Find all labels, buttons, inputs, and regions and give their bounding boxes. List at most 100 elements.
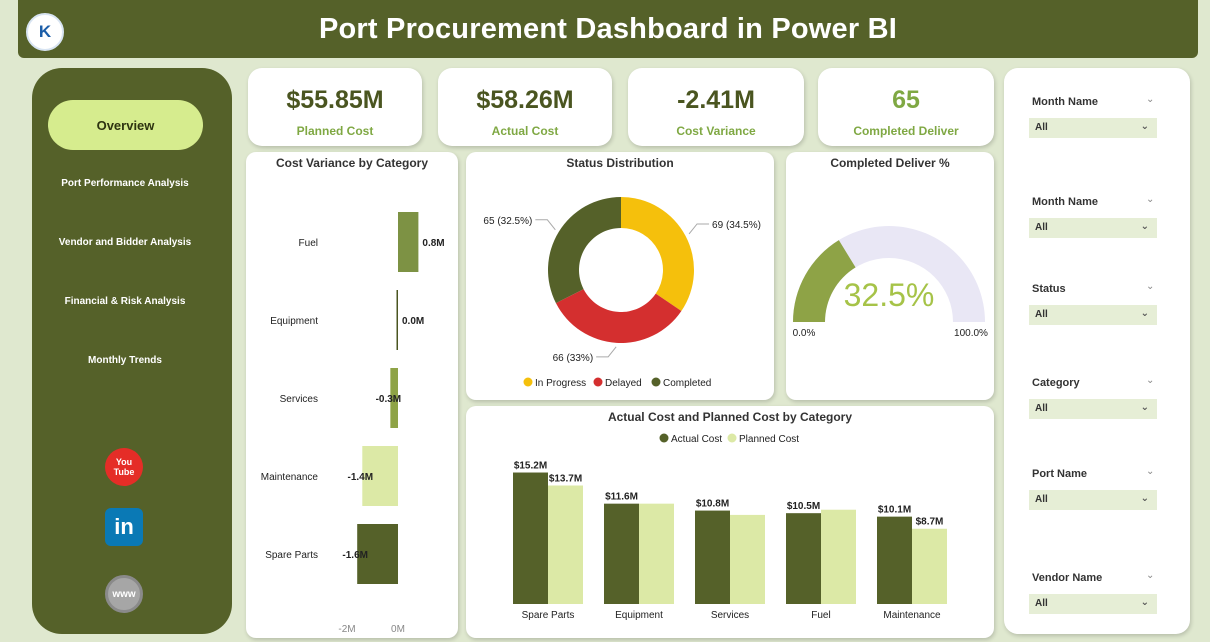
bar-value-label: $10.5M [787,501,820,512]
page-title: Port Procurement Dashboard in Power BI [318,12,898,45]
status-distribution-panel: Status Distribution 69 (34.5%) 66 (33%) 65… [466,152,774,400]
variance-bar [396,290,398,350]
filter-label: Port Name [1032,468,1088,480]
chevron-down-icon[interactable]: ⌄ [1146,466,1155,477]
legend-marker [523,377,533,387]
legend-marker [659,433,669,443]
cost-bar [548,485,583,604]
kpi-label: Completed Deliver [853,124,959,138]
actual-planned-chart-panel: Actual Cost and Planned Cost by Category… [466,406,994,638]
variance-bar [362,446,398,506]
filter-label: Month Name [1032,96,1098,108]
slice-label: 65 (32.5%) [483,216,532,227]
chart-title: Cost Variance by Category [275,156,429,170]
cost-bar [639,503,674,604]
gauge-max-label: 100.0% [954,328,988,339]
cost-bar [513,472,548,604]
cost-bar [604,503,639,604]
category-label: Equipment [615,610,663,621]
filter-label: Category [1032,377,1080,389]
bar-value-label: $13.7M [549,473,582,484]
legend-label: Actual Cost [671,434,722,445]
legend-marker [727,433,737,443]
variance-value-label: 0.0M [402,316,424,327]
filter-category-select[interactable]: All ⌄ [1029,399,1157,419]
chevron-down-icon[interactable]: ⌄ [1146,570,1155,581]
cost-bar [786,513,821,604]
filter-label: Month Name [1032,196,1098,208]
gauge-value-label: 32.5% [844,277,935,313]
x-tick-label: 0M [391,624,405,635]
legend-label: In Progress [535,378,586,389]
kpi-value: -2.41M [677,86,755,114]
category-label: Spare Parts [265,550,318,561]
variance-value-label: -1.4M [348,472,374,483]
cost-bar [912,528,947,604]
chevron-down-icon[interactable]: ⌄ [1146,375,1155,386]
bar-value-label: $8.7M [916,517,944,528]
website-icon[interactable]: www [105,575,143,613]
header-bar: K Port Procurement Dashboard in Power BI [18,0,1198,58]
chevron-down-icon: ⌄ [1140,402,1149,413]
category-label: Maintenance [261,472,319,483]
filter-vendor-select[interactable]: All ⌄ [1029,594,1157,614]
chevron-down-icon[interactable]: ⌄ [1146,281,1155,292]
cost-bar [695,510,730,604]
chevron-down-icon: ⌄ [1140,221,1149,232]
completed-gauge: 32.5% 0.0% 100.0% [793,226,988,339]
variance-bar [390,368,398,428]
filter-panel: Month Name ⌄ All ⌄ Month Name ⌄ All ⌄ Stat… [1004,68,1190,634]
chevron-down-icon: ⌄ [1140,493,1149,504]
donut-slice [555,289,682,344]
category-label: Services [280,394,318,405]
cost-bar [730,514,765,604]
variance-value-label: -1.6M [342,550,368,561]
chart-title: Completed Deliver % [830,156,950,170]
chevron-down-icon: ⌄ [1140,597,1149,608]
legend-marker [593,377,603,387]
donut-slice [621,197,694,312]
variance-value-label: -0.3M [376,394,402,405]
youtube-icon[interactable]: You Tube [105,448,143,486]
kpi-label: Actual Cost [491,124,559,138]
leader-line [688,223,710,235]
nav-overview-button[interactable]: Overview [48,100,203,150]
nav-financial-risk[interactable]: Financial & Risk Analysis [64,296,186,307]
nav-vendor-bidder[interactable]: Vendor and Bidder Analysis [58,237,192,248]
category-label: Spare Parts [522,610,575,621]
chevron-down-icon: ⌄ [1140,121,1149,132]
cost-variance-chart-panel: Cost Variance by Category Fuel 0.8M Equipm… [246,152,458,638]
cost-bar [877,516,912,604]
slice-label: 66 (33%) [553,353,594,364]
gauge-fill [793,240,856,322]
completed-deliver-gauge-panel: Completed Deliver % 32.5% 0.0% 100.0% [786,152,994,400]
filter-status-select[interactable]: All ⌄ [1029,305,1157,325]
category-label: Services [711,610,749,621]
donut-slice [548,197,621,304]
filter-month-select-2[interactable]: All ⌄ [1029,218,1157,238]
bar-value-label: $10.1M [878,505,911,516]
gauge-min-label: 0.0% [793,328,816,339]
category-label: Fuel [299,238,318,249]
nav-monthly-trends[interactable]: Monthly Trends [88,355,162,366]
filter-port-select[interactable]: All ⌄ [1029,490,1157,510]
logo: K [26,13,64,51]
chevron-down-icon: ⌄ [1140,308,1149,319]
legend-marker [651,377,661,387]
leader-line [535,219,556,231]
cost-bar [821,509,856,604]
bar-value-label: $10.8M [696,499,729,510]
kpi-label: Planned Cost [296,124,374,138]
kpi-value: 65 [892,86,920,114]
logo-text: K [38,22,52,41]
kpi-cost-variance: -2.41M Cost Variance [628,68,804,146]
linkedin-icon[interactable]: in [105,508,143,546]
category-label: Equipment [270,316,318,327]
nav-port-performance[interactable]: Port Performance Analysis [61,178,189,189]
variance-value-label: 0.8M [422,238,444,249]
chevron-down-icon[interactable]: ⌄ [1146,194,1155,205]
filter-month-select[interactable]: All ⌄ [1029,118,1157,138]
chart-title: Actual Cost and Planned Cost by Category [607,410,853,424]
legend-label: Completed [663,378,711,389]
chevron-down-icon[interactable]: ⌄ [1146,94,1155,105]
